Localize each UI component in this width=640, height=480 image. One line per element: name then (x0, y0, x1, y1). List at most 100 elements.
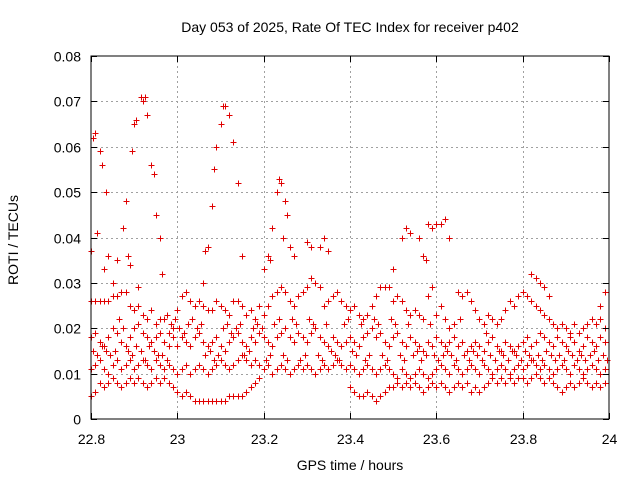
data-point (300, 334, 307, 341)
data-point (135, 284, 142, 291)
data-point (129, 148, 136, 155)
data-point (533, 303, 540, 310)
data-point (267, 257, 274, 264)
data-point (144, 334, 151, 341)
data-point (330, 334, 337, 341)
data-point (559, 389, 566, 396)
data-point (425, 375, 432, 382)
data-point (369, 303, 376, 310)
data-point (321, 362, 328, 369)
data-point (243, 389, 250, 396)
data-point (438, 221, 445, 228)
data-point (148, 366, 155, 373)
data-point (157, 380, 164, 387)
data-point (451, 384, 458, 391)
data-point (364, 312, 371, 319)
data-point (282, 325, 289, 332)
data-point (364, 330, 371, 337)
data-point (448, 352, 455, 359)
data-point (554, 384, 561, 391)
data-point (489, 334, 496, 341)
data-point (546, 316, 553, 323)
data-point (317, 284, 324, 291)
data-point (550, 343, 557, 350)
data-point (530, 357, 537, 364)
data-point (356, 371, 363, 378)
data-point (386, 343, 393, 350)
data-point (304, 239, 311, 246)
data-point (110, 325, 117, 332)
data-point (148, 339, 155, 346)
data-point (114, 257, 121, 264)
data-point (153, 212, 160, 219)
data-point (446, 325, 453, 332)
data-point (593, 343, 600, 350)
data-point (187, 343, 194, 350)
data-point (287, 334, 294, 341)
data-point (602, 380, 609, 387)
data-point (174, 343, 181, 350)
data-point (140, 312, 147, 319)
data-point (476, 316, 483, 323)
data-point (593, 380, 600, 387)
data-point (444, 348, 451, 355)
data-point (580, 375, 587, 382)
data-point (131, 366, 138, 373)
data-point (317, 334, 324, 341)
data-point (584, 380, 591, 387)
data-point (209, 203, 216, 210)
data-points (88, 94, 611, 405)
data-point (593, 366, 600, 373)
data-point (356, 343, 363, 350)
data-point (455, 343, 462, 350)
data-point (451, 334, 458, 341)
data-point (369, 325, 376, 332)
data-point (252, 316, 259, 323)
data-point (541, 284, 548, 291)
data-point (377, 393, 384, 400)
data-point (114, 357, 121, 364)
data-point (464, 348, 471, 355)
data-point (183, 389, 190, 396)
data-point (528, 343, 535, 350)
data-point (278, 330, 285, 337)
data-point (282, 366, 289, 373)
data-point (559, 339, 566, 346)
data-point (563, 325, 570, 332)
data-point (246, 348, 253, 355)
x-tick-label: 23.4 (337, 431, 364, 447)
data-point (403, 380, 410, 387)
data-point (170, 325, 177, 332)
data-point (105, 334, 112, 341)
data-point (489, 316, 496, 323)
data-point (200, 280, 207, 287)
data-point (205, 371, 212, 378)
data-point (399, 339, 406, 346)
data-point (276, 316, 283, 323)
data-point (403, 307, 410, 314)
data-point (153, 357, 160, 364)
data-point (464, 380, 471, 387)
data-point (578, 352, 585, 359)
data-point (511, 303, 518, 310)
data-point (123, 289, 130, 296)
data-point (511, 366, 518, 373)
data-point (373, 371, 380, 378)
data-point (107, 352, 114, 359)
data-point (397, 352, 404, 359)
data-point (166, 343, 173, 350)
data-point (127, 262, 134, 269)
y-tick-label: 0.05 (54, 185, 81, 201)
data-point (189, 316, 196, 323)
data-point (507, 298, 514, 305)
data-point (515, 362, 522, 369)
data-point (390, 298, 397, 305)
x-tick-label: 23.2 (251, 431, 278, 447)
data-point (330, 293, 337, 300)
data-point (200, 303, 207, 310)
data-point (546, 366, 553, 373)
data-point (513, 352, 520, 359)
y-tick-label: 0.04 (54, 231, 81, 247)
data-point (528, 375, 535, 382)
data-point (205, 244, 212, 251)
